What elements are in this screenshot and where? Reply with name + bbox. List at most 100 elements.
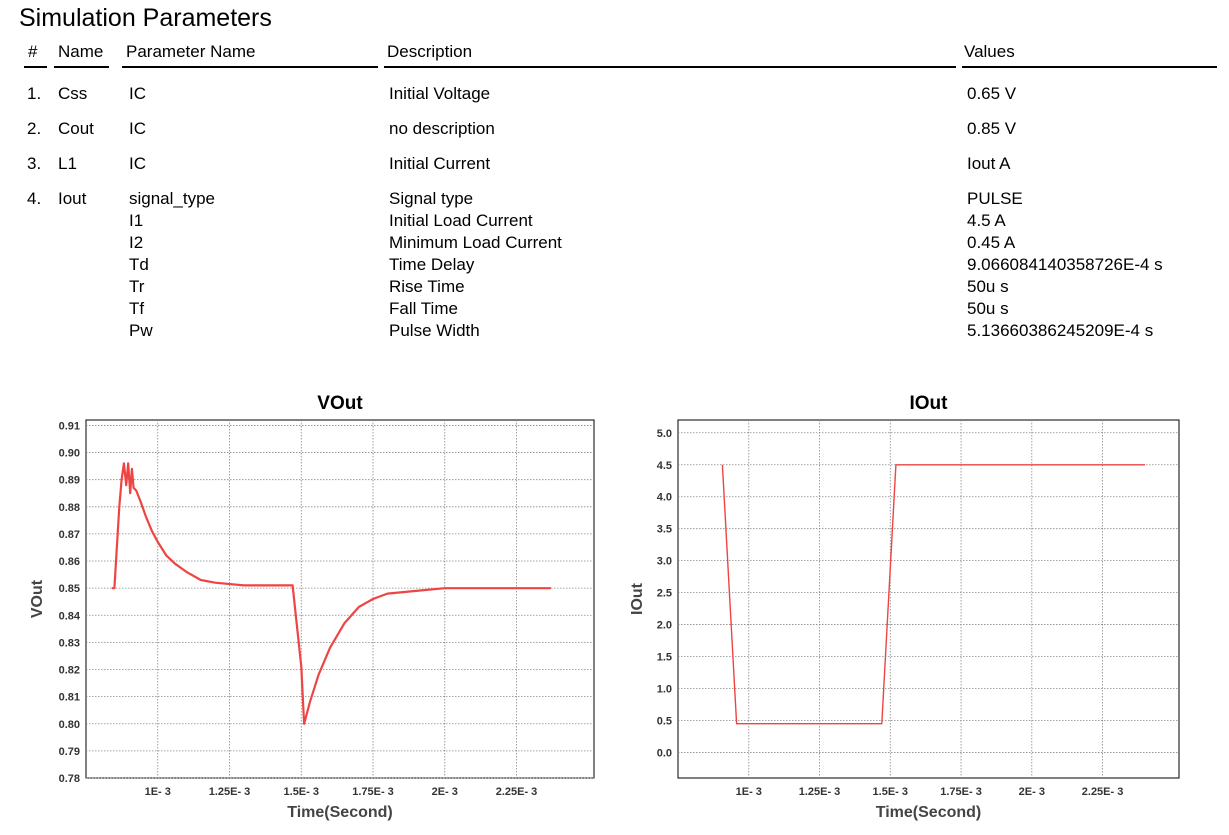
x-axis-label: Time(Second) [876, 804, 982, 821]
y-tick-label: 0.0 [657, 747, 672, 759]
header-underline [962, 66, 1217, 68]
vout-chart: VOut 0.78 0.79 0.80 0.81 0.82 0.83 0.84 0.85 0.86… [0, 383, 615, 835]
y-tick-label: 5.0 [657, 428, 672, 440]
param-value: 0.65 V [967, 84, 1017, 103]
param-name: I1 [129, 211, 144, 230]
row-number: 4. [27, 189, 42, 208]
row-name: Cout [58, 119, 94, 138]
iout-chart: IOut 0.0 0.5 1.0 1.5 2.0 2.5 3.0 3.5 4.0 4.5 5.0 1E-… [615, 383, 1229, 835]
x-tick-label: 1.25E- 3 [209, 786, 251, 798]
chart-title: IOut [910, 393, 949, 414]
x-tick-label: 1E- 3 [145, 786, 171, 798]
y-tick-label: 3.0 [657, 556, 672, 568]
param-name: I2 [129, 233, 144, 252]
param-description: Minimum Load Current [389, 233, 562, 252]
header-description: Description [387, 42, 473, 61]
x-tick-label: 1.75E- 3 [940, 786, 982, 798]
header-num: # [28, 42, 38, 61]
y-tick-label: 0.87 [59, 529, 80, 541]
y-tick-label: 2.0 [657, 620, 672, 632]
x-tick-label: 1.5E- 3 [873, 786, 908, 798]
page-title: Simulation Parameters [19, 4, 272, 32]
iout-chart-svg: IOut 0.0 0.5 1.0 1.5 2.0 2.5 3.0 3.5 4.0 4.5 5.0 1E-… [629, 393, 1180, 821]
param-value: PULSE [967, 189, 1023, 208]
param-description: Initial Load Current [389, 211, 533, 230]
param-description: Fall Time [389, 299, 458, 318]
y-tick-label: 1.5 [657, 652, 672, 664]
y-tick-label: 0.86 [59, 556, 80, 568]
y-tick-label: 0.83 [59, 637, 80, 649]
y-tick-label: 2.5 [657, 588, 672, 600]
y-tick-label: 0.79 [59, 746, 80, 758]
param-name: Tr [129, 277, 145, 296]
y-tick-label: 0.88 [59, 502, 80, 514]
x-tick-label: 1E- 3 [736, 786, 762, 798]
param-name: IC [129, 154, 146, 173]
param-description: Signal type [389, 189, 474, 208]
param-value: 0.45 A [967, 233, 1016, 252]
y-tick-label: 4.5 [657, 460, 672, 472]
param-value: 5.13660386245209E-4 s [967, 321, 1154, 340]
param-description: Time Delay [389, 255, 475, 274]
x-tick-label: 1.5E- 3 [284, 786, 319, 798]
param-name: IC [129, 119, 146, 138]
x-tick-label: 2.25E- 3 [1082, 786, 1124, 798]
plot-area [677, 419, 1180, 779]
parameters-table: # Name Parameter Name Description Values… [0, 0, 1229, 360]
param-description: Rise Time [389, 277, 465, 296]
y-tick-label: 0.78 [59, 773, 80, 785]
header-underline [122, 66, 378, 68]
data-line [721, 464, 1145, 725]
row-number: 2. [27, 119, 42, 138]
x-tick-label: 2E- 3 [432, 786, 458, 798]
param-description: no description [389, 119, 495, 138]
y-tick-label: 0.81 [59, 692, 80, 704]
header-underline [54, 66, 109, 68]
param-name: Tf [129, 299, 145, 318]
x-tick-label: 1.25E- 3 [799, 786, 841, 798]
param-value: 50u s [967, 299, 1009, 318]
row-name: Iout [58, 189, 87, 208]
param-value: 9.066084140358726E-4 s [967, 255, 1163, 274]
y-tick-label: 0.90 [59, 448, 80, 460]
y-tick-label: 0.85 [59, 583, 80, 595]
param-description: Initial Voltage [389, 84, 491, 103]
data-line [111, 462, 551, 725]
param-value: 4.5 A [967, 211, 1006, 230]
x-axis-label: Time(Second) [287, 804, 393, 821]
plot-area [85, 419, 595, 779]
y-tick-label: 0.5 [657, 715, 672, 727]
row-name: Css [58, 84, 88, 103]
x-tick-label: 1.75E- 3 [352, 786, 394, 798]
x-tick-label: 2.25E- 3 [496, 786, 538, 798]
y-tick-label: 0.89 [59, 475, 80, 487]
param-description: Pulse Width [389, 321, 480, 340]
y-axis-label: IOut [629, 582, 646, 615]
y-tick-label: 0.84 [59, 610, 81, 622]
param-name: IC [129, 84, 146, 103]
y-tick-label: 0.80 [59, 719, 80, 731]
y-tick-label: 0.91 [59, 420, 80, 432]
param-name: signal_type [129, 189, 216, 208]
row-number: 1. [27, 84, 42, 103]
row-name: L1 [58, 154, 77, 173]
param-description: Initial Current [389, 154, 491, 173]
header-underline [24, 66, 47, 68]
param-value: 50u s [967, 277, 1009, 296]
param-name: Pw [129, 321, 153, 340]
header-name: Name [58, 42, 104, 61]
x-tick-label: 2E- 3 [1019, 786, 1045, 798]
vout-chart-svg: VOut 0.78 0.79 0.80 0.81 0.82 0.83 0.84 0.85 0.86… [29, 393, 595, 821]
param-value: Iout A [967, 154, 1011, 173]
y-tick-label: 1.0 [657, 684, 672, 696]
chart-title: VOut [317, 393, 363, 414]
y-tick-label: 0.82 [59, 665, 80, 677]
y-tick-label: 3.5 [657, 524, 672, 536]
param-name: Td [129, 255, 149, 274]
header-param-name: Parameter Name [126, 42, 256, 61]
param-value: 0.85 V [967, 119, 1017, 138]
header-values: Values [964, 42, 1015, 61]
row-number: 3. [27, 154, 42, 173]
y-tick-label: 4.0 [657, 492, 672, 504]
header-underline [384, 66, 956, 68]
